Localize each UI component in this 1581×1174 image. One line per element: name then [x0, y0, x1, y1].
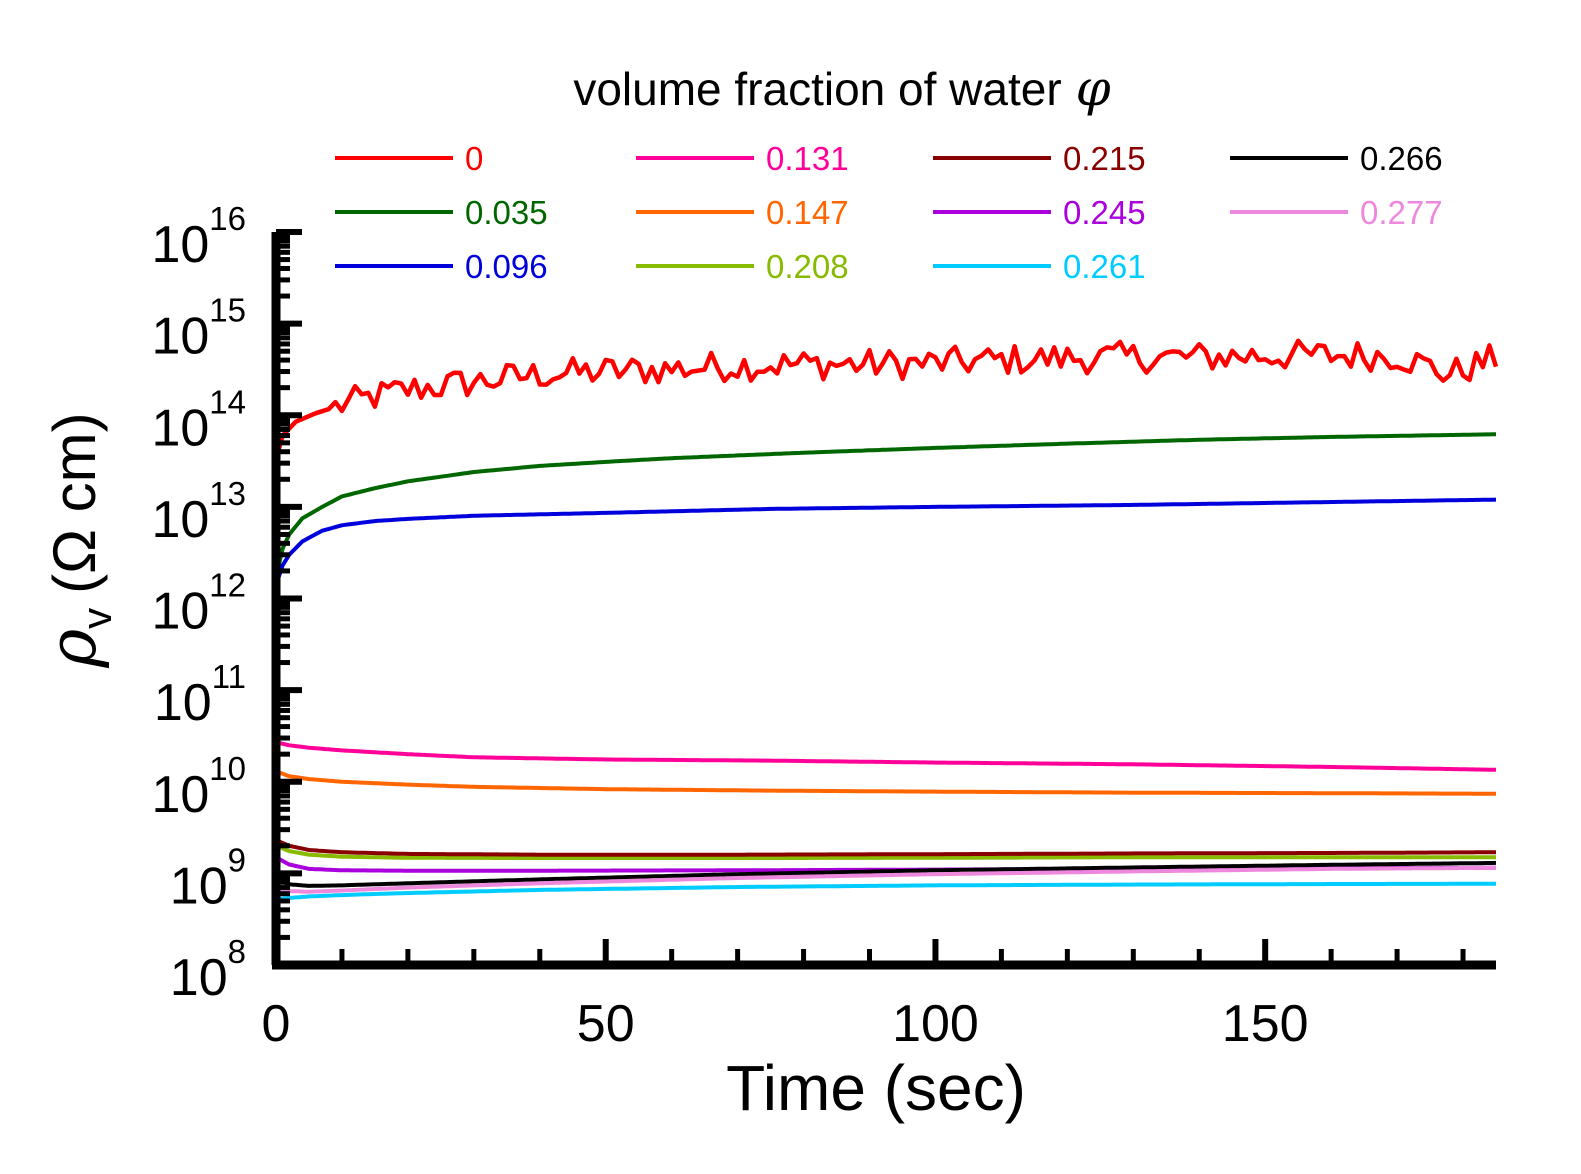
x-tick-label: 0	[262, 995, 291, 1053]
y-tick-label: 109	[170, 841, 246, 915]
legend-item: 0.208	[636, 248, 849, 285]
y-axis-label: ρv (Ω cm)	[34, 412, 120, 668]
series-line-10	[275, 865, 1496, 894]
legend-item: 0.245	[933, 194, 1146, 231]
legend-label: 0.266	[1360, 140, 1443, 177]
legend-label: 0.096	[465, 248, 548, 285]
series-line-8	[275, 881, 1496, 902]
series-line-2	[274, 497, 1497, 586]
y-tick-label: 1014	[151, 383, 246, 457]
legend-label: 0.277	[1360, 194, 1443, 231]
y-tick-label: 1012	[151, 567, 246, 641]
axes	[271, 229, 1496, 970]
legend-label: 0.147	[766, 194, 849, 231]
x-tick-label: 50	[577, 995, 635, 1053]
legend-item: 0	[335, 140, 483, 177]
y-tick-label: 1013	[151, 475, 246, 549]
legend-title: volume fraction of water φ	[573, 59, 1110, 117]
legend-item: 0.215	[933, 140, 1146, 177]
series-line-0	[273, 338, 1499, 461]
legend-label: 0.131	[766, 140, 849, 177]
x-tick-labels: 0 50 100 150	[262, 995, 1309, 1053]
series-line-4	[275, 769, 1496, 796]
legend-item: 0.131	[636, 140, 849, 177]
y-tick-label: 1011	[154, 658, 246, 732]
series-line-3	[275, 740, 1496, 772]
legend-label: 0	[465, 140, 483, 177]
y-tick-label: 1016	[151, 200, 246, 274]
legend-label: 0.245	[1063, 194, 1146, 231]
svg-text:ρv(Ω cm): ρv (Ω cm)	[34, 412, 120, 668]
plot-area: 108 109 1010 1011 1012 1013 1014 1015 1016 0 50 10…	[151, 200, 1499, 1053]
legend-label: 0.261	[1063, 248, 1146, 285]
legend-label: 0.215	[1063, 140, 1146, 177]
series-line-5	[275, 843, 1496, 860]
legend-item: 0.277	[1230, 194, 1443, 231]
legend-items: 0 0.035 0.096 0.131 0.147 0.208 0.215 0.245 0.26…	[335, 140, 1443, 285]
y-axis-unit: (Ω cm)	[41, 412, 108, 593]
legend-item: 0.035	[335, 194, 548, 231]
series-line-6	[275, 838, 1496, 857]
y-axis-symbol: ρ	[34, 629, 111, 669]
y-tick-label: 1010	[151, 750, 246, 824]
legend-item: 0.147	[636, 194, 849, 231]
y-tick-label: 108	[170, 933, 246, 1007]
series-line-1	[274, 432, 1496, 578]
series-line-9	[275, 860, 1497, 888]
y-axis-subscript: v	[73, 608, 120, 629]
y-tick-labels: 108 109 1010 1011 1012 1013 1014 1015 1016	[151, 200, 246, 1007]
legend-label: 0.208	[766, 248, 849, 285]
x-axis-label: Time (sec)	[726, 1052, 1026, 1124]
legend: volume fraction of water φ 0 0.035 0.096 0.1…	[335, 59, 1443, 285]
y-tick-label: 1015	[151, 292, 246, 366]
x-tick-label: 150	[1222, 995, 1309, 1053]
legend-item: 0.261	[933, 248, 1146, 285]
legend-label: 0.035	[465, 194, 548, 231]
series-lines	[273, 338, 1499, 902]
x-tick-label: 100	[892, 995, 979, 1053]
legend-item: 0.096	[335, 248, 548, 285]
legend-item: 0.266	[1230, 140, 1443, 177]
